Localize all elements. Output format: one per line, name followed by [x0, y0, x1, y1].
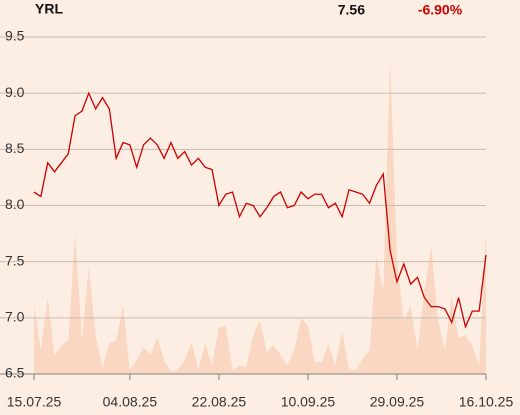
y-tick-label: 7.0: [5, 309, 25, 325]
y-tick-label: 9.5: [5, 28, 25, 44]
y-tick-label: 8.0: [5, 196, 25, 212]
x-tick-label: 10.09.25: [281, 394, 336, 410]
x-tick-label: 16.10.25: [459, 394, 514, 410]
y-tick-label: 6.5: [5, 365, 25, 381]
x-tick-label: 04.08.25: [103, 394, 158, 410]
x-tick-label: 29.09.25: [370, 394, 425, 410]
ticker: YRL: [35, 1, 63, 17]
price-line: [33, 91, 487, 329]
x-tick-label: 22.08.25: [192, 394, 247, 410]
y-tick-label: 8.5: [5, 140, 25, 156]
y-tick-label: 9.0: [5, 84, 25, 100]
volume-area: [34, 57, 486, 375]
change: -6.90%: [418, 2, 463, 18]
y-tick-label: 7.5: [5, 252, 25, 268]
price: 7.56: [338, 2, 365, 18]
x-tick-label: 15.07.25: [7, 394, 62, 410]
